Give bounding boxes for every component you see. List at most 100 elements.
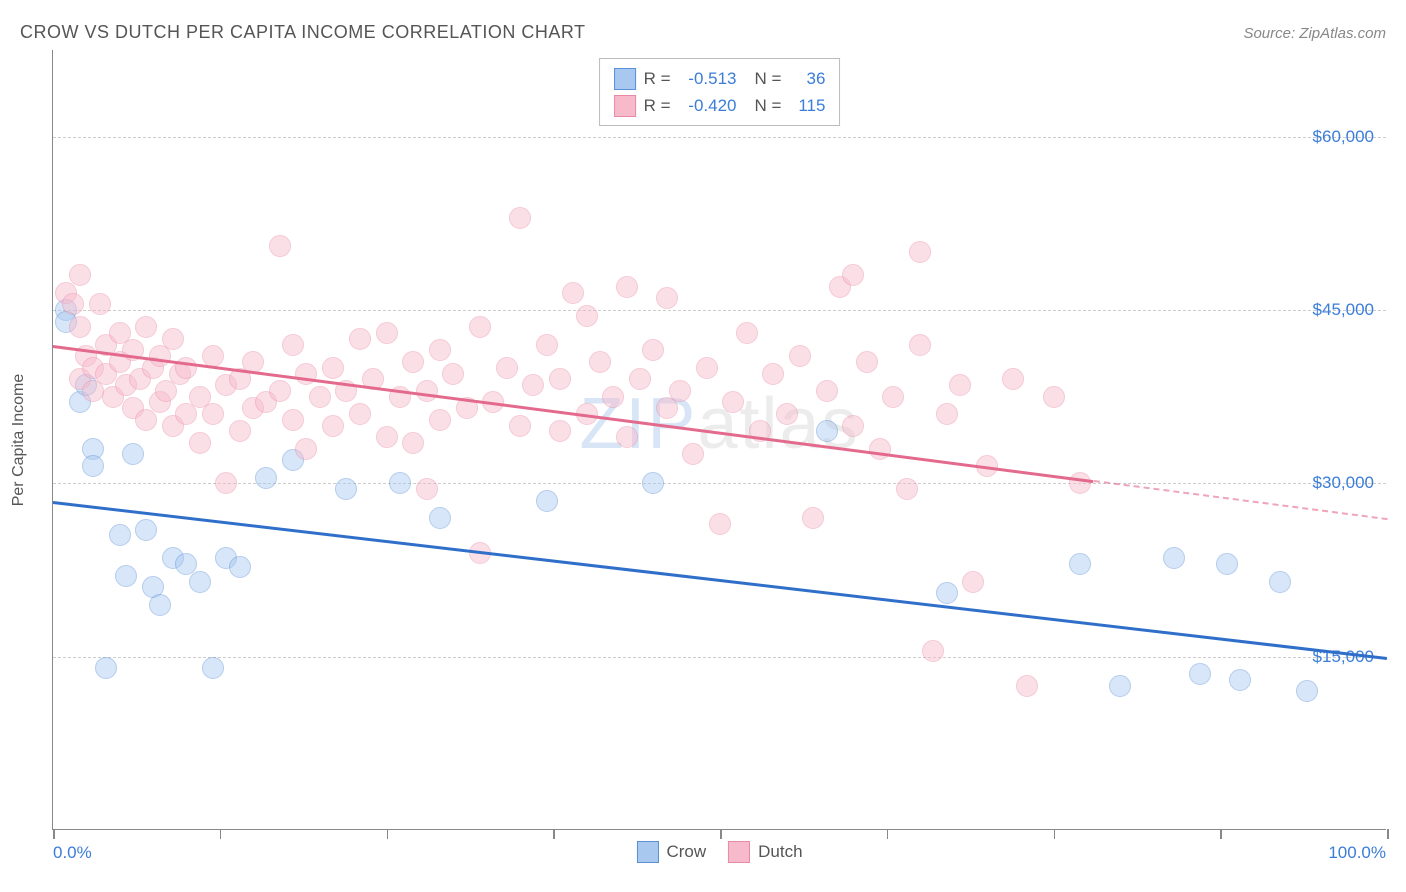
legend-item: Dutch — [728, 841, 802, 863]
data-point — [522, 374, 544, 396]
legend-n-label: N = — [755, 65, 782, 92]
data-point — [269, 235, 291, 257]
legend-r-value: -0.513 — [679, 65, 737, 92]
y-tick-label: $30,000 — [1313, 473, 1374, 493]
data-point — [1069, 553, 1091, 575]
legend-swatch — [614, 68, 636, 90]
x-tick-label: 100.0% — [1328, 843, 1386, 863]
chart-title: CROW VS DUTCH PER CAPITA INCOME CORRELAT… — [20, 22, 586, 43]
data-point — [389, 472, 411, 494]
data-point — [202, 657, 224, 679]
data-point — [402, 351, 424, 373]
data-point — [909, 241, 931, 263]
data-point — [549, 368, 571, 390]
data-point — [295, 438, 317, 460]
legend-item: Crow — [636, 841, 706, 863]
data-point — [95, 657, 117, 679]
legend-row: R =-0.513N =36 — [614, 65, 826, 92]
data-point — [949, 374, 971, 396]
data-point — [62, 293, 84, 315]
data-point — [922, 640, 944, 662]
data-point — [349, 403, 371, 425]
data-point — [69, 264, 91, 286]
data-point — [536, 490, 558, 512]
data-point — [842, 415, 864, 437]
x-tick — [1387, 829, 1389, 839]
data-point — [255, 467, 277, 489]
gridline — [53, 657, 1386, 658]
legend-n-value: 115 — [789, 92, 825, 119]
data-point — [616, 276, 638, 298]
data-point — [816, 380, 838, 402]
x-tick — [887, 829, 889, 839]
data-point — [135, 316, 157, 338]
legend-r-label: R = — [644, 65, 671, 92]
data-point — [109, 524, 131, 546]
data-point — [282, 334, 304, 356]
data-point — [1069, 472, 1091, 494]
data-point — [376, 426, 398, 448]
data-point — [616, 426, 638, 448]
data-point — [722, 391, 744, 413]
legend-n-label: N = — [755, 92, 782, 119]
data-point — [189, 432, 211, 454]
data-point — [429, 409, 451, 431]
x-tick — [720, 829, 722, 839]
data-point — [1269, 571, 1291, 593]
data-point — [1216, 553, 1238, 575]
legend-r-value: -0.420 — [679, 92, 737, 119]
data-point — [162, 328, 184, 350]
data-point — [229, 556, 251, 578]
legend-row: R =-0.420N =115 — [614, 92, 826, 119]
data-point — [309, 386, 331, 408]
data-point — [509, 207, 531, 229]
y-axis-title: Per Capita Income — [10, 373, 28, 506]
data-point — [416, 478, 438, 500]
data-point — [469, 316, 491, 338]
data-point — [322, 415, 344, 437]
data-point — [909, 334, 931, 356]
data-point — [856, 351, 878, 373]
data-point — [335, 478, 357, 500]
data-point — [215, 472, 237, 494]
data-point — [896, 478, 918, 500]
x-tick — [220, 829, 222, 839]
data-point — [135, 519, 157, 541]
y-tick-label: $45,000 — [1313, 300, 1374, 320]
x-tick — [53, 829, 55, 839]
plot-area: Per Capita Income ZIPatlas R =-0.513N =3… — [52, 50, 1386, 830]
data-point — [269, 380, 291, 402]
data-point — [589, 351, 611, 373]
data-point — [816, 420, 838, 442]
data-point — [82, 455, 104, 477]
data-point — [115, 565, 137, 587]
data-point — [189, 571, 211, 593]
data-point — [1109, 675, 1131, 697]
legend-swatch — [614, 95, 636, 117]
data-point — [762, 363, 784, 385]
data-point — [416, 380, 438, 402]
data-point — [1296, 680, 1318, 702]
data-point — [175, 357, 197, 379]
data-point — [149, 594, 171, 616]
data-point — [496, 357, 518, 379]
data-point — [642, 339, 664, 361]
data-point — [802, 507, 824, 529]
data-point — [736, 322, 758, 344]
data-point — [789, 345, 811, 367]
data-point — [229, 420, 251, 442]
x-tick — [553, 829, 555, 839]
data-point — [322, 357, 344, 379]
data-point — [936, 582, 958, 604]
data-point — [669, 380, 691, 402]
data-point — [962, 571, 984, 593]
data-point — [629, 368, 651, 390]
data-point — [376, 322, 398, 344]
data-point — [709, 513, 731, 535]
data-point — [656, 287, 678, 309]
data-point — [576, 305, 598, 327]
x-tick — [1054, 829, 1056, 839]
data-point — [429, 339, 451, 361]
data-point — [869, 438, 891, 460]
data-point — [202, 403, 224, 425]
